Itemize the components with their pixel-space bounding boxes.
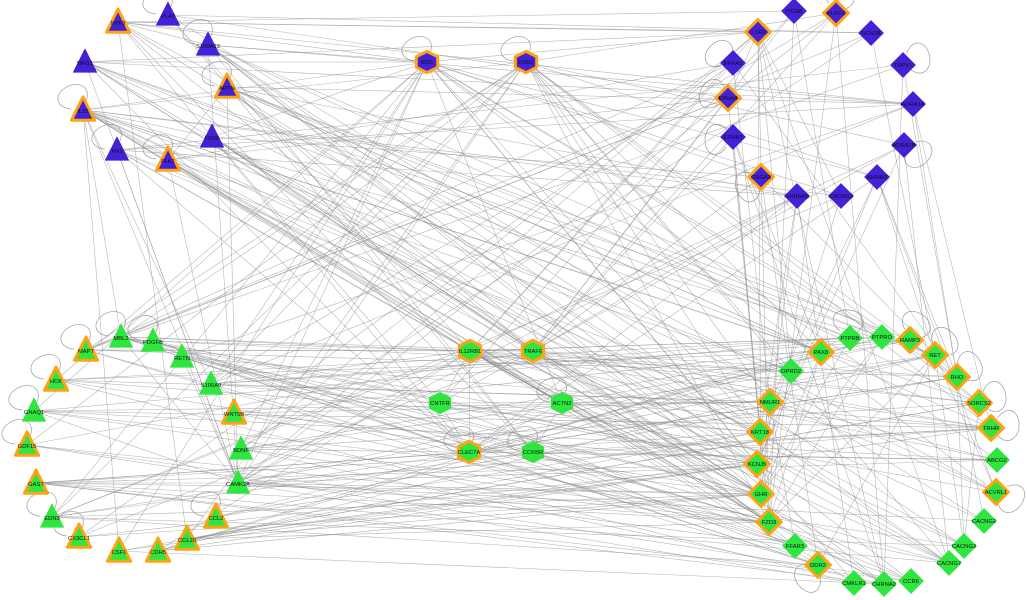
svg-text:KLRF1: KLRF1 xyxy=(827,11,845,17)
svg-text:FZD3: FZD3 xyxy=(762,520,777,526)
svg-text:IL1R2: IL1R2 xyxy=(750,30,765,36)
svg-text:CNTFR: CNTFR xyxy=(430,401,450,407)
svg-text:PAX8: PAX8 xyxy=(814,350,828,356)
svg-text:NRG1: NRG1 xyxy=(77,61,93,67)
svg-text:GHR: GHR xyxy=(755,492,768,498)
svg-text:ITGA8: ITGA8 xyxy=(786,9,803,15)
svg-text:TRHR: TRHR xyxy=(983,426,999,432)
svg-text:S100A9: S100A9 xyxy=(201,383,222,389)
svg-text:GDF15: GDF15 xyxy=(18,444,37,450)
svg-text:ACVRL1: ACVRL1 xyxy=(985,490,1008,496)
svg-text:EPHA4: EPHA4 xyxy=(718,96,738,102)
svg-text:IL32: IL32 xyxy=(77,109,88,115)
svg-text:FFAR3: FFAR3 xyxy=(786,544,804,550)
svg-text:CACNG7: CACNG7 xyxy=(937,561,961,567)
svg-text:CHRNA2: CHRNA2 xyxy=(872,582,896,588)
svg-text:KCNJ5: KCNJ5 xyxy=(748,462,766,468)
svg-text:CACNG3: CACNG3 xyxy=(952,544,976,550)
svg-text:FN1: FN1 xyxy=(112,149,123,155)
svg-text:DDR2: DDR2 xyxy=(810,563,826,569)
svg-text:ACTN2: ACTN2 xyxy=(552,401,571,407)
svg-text:ABCG2: ABCG2 xyxy=(987,458,1007,464)
svg-text:CX3CL1: CX3CL1 xyxy=(68,536,90,542)
svg-text:CCL2: CCL2 xyxy=(209,516,224,522)
svg-text:OPRD2: OPRD2 xyxy=(781,369,801,375)
svg-text:CMKLR1: CMKLR1 xyxy=(842,581,866,587)
svg-text:GAST: GAST xyxy=(28,482,44,488)
svg-text:HCK: HCK xyxy=(50,379,62,385)
svg-text:EPHA5: EPHA5 xyxy=(723,61,742,67)
svg-text:ADRA1A: ADRA1A xyxy=(901,102,924,108)
svg-text:BDNF: BDNF xyxy=(233,448,249,454)
svg-text:CNGA3: CNGA3 xyxy=(751,175,771,181)
svg-text:GNAQ1: GNAQ1 xyxy=(24,410,44,416)
svg-text:PTPRO: PTPRO xyxy=(872,335,892,341)
svg-text:NTF3: NTF3 xyxy=(111,21,126,27)
svg-text:SORCS2: SORCS2 xyxy=(967,401,991,407)
svg-text:FLK1: FLK1 xyxy=(161,159,175,165)
svg-text:CLEC7A: CLEC7A xyxy=(458,450,481,456)
svg-text:CACNG2: CACNG2 xyxy=(972,519,996,525)
svg-text:TRPV1: TRPV1 xyxy=(894,63,913,69)
svg-text:IL12RB1: IL12RB1 xyxy=(459,349,482,355)
svg-text:MBL2: MBL2 xyxy=(113,336,128,342)
svg-text:WNT5B: WNT5B xyxy=(224,412,244,418)
svg-text:CCKBR: CCKBR xyxy=(523,450,543,456)
svg-text:ESR2: ESR2 xyxy=(518,60,533,66)
svg-text:MAPT: MAPT xyxy=(78,349,95,355)
svg-text:EDN3: EDN3 xyxy=(44,516,59,522)
svg-text:EPHA3: EPHA3 xyxy=(723,135,742,141)
svg-text:RHO: RHO xyxy=(951,375,964,381)
svg-text:ADRA1B: ADRA1B xyxy=(892,143,915,149)
svg-text:AMHR2: AMHR2 xyxy=(867,175,887,181)
svg-text:PDGFB: PDGFB xyxy=(143,340,163,346)
svg-text:S100A12: S100A12 xyxy=(196,44,220,50)
svg-text:NMUR1: NMUR1 xyxy=(760,400,781,406)
svg-text:KRT18: KRT18 xyxy=(751,430,769,436)
svg-text:RAMP3: RAMP3 xyxy=(900,338,920,344)
svg-text:CDH5: CDH5 xyxy=(150,550,166,556)
svg-text:CHRNA5: CHRNA5 xyxy=(785,194,809,200)
svg-text:IRS1: IRS1 xyxy=(421,60,434,66)
svg-text:CSF1: CSF1 xyxy=(112,550,127,556)
svg-text:PTPRB: PTPRB xyxy=(840,336,859,342)
svg-text:TRAF6: TRAF6 xyxy=(524,349,542,355)
svg-text:ARTN: ARTN xyxy=(219,86,235,92)
svg-text:SCN3B: SCN3B xyxy=(861,31,880,37)
svg-text:RETN: RETN xyxy=(174,356,190,362)
svg-text:CAMK2A: CAMK2A xyxy=(226,482,250,488)
svg-text:RET: RET xyxy=(929,353,941,359)
svg-text:PLAT: PLAT xyxy=(161,14,176,20)
svg-text:FGF6: FGF6 xyxy=(205,136,220,142)
svg-text:CCL20: CCL20 xyxy=(178,538,196,544)
svg-text:CCR6: CCR6 xyxy=(903,579,919,585)
svg-text:CACNG3: CACNG3 xyxy=(829,194,853,200)
